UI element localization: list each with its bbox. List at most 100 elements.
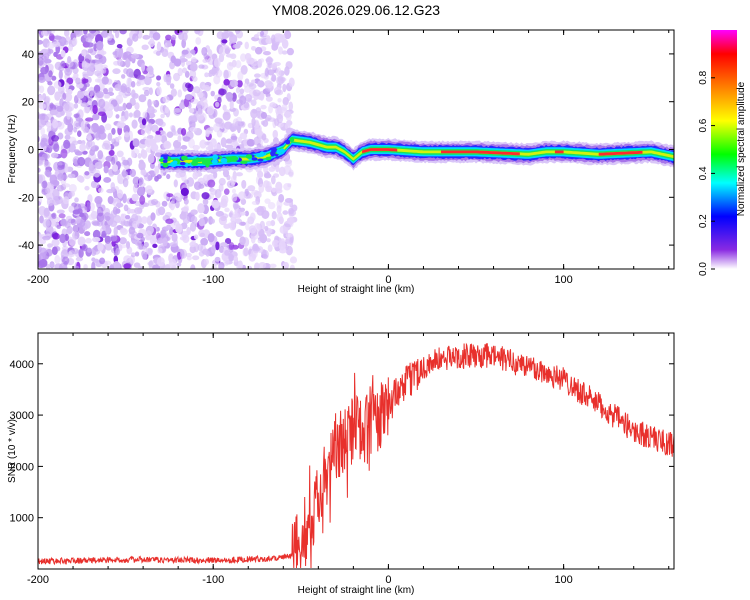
noise-blob [160, 113, 165, 119]
noise-blob [68, 205, 75, 213]
noise-blob [256, 129, 263, 137]
noise-blob [257, 80, 265, 88]
snr-xlabel: Height of straight line (km) [298, 585, 415, 596]
noise-blob [147, 174, 152, 181]
noise-blob [138, 177, 144, 185]
noise-blob [207, 192, 215, 200]
noise-blob [256, 170, 264, 179]
noise-blob [95, 59, 102, 64]
noise-blob [210, 90, 215, 97]
noise-blob [285, 236, 293, 245]
noise-blob [66, 60, 74, 68]
noise-blob [134, 181, 140, 189]
noise-blob [140, 128, 146, 136]
noise-blob [166, 42, 173, 48]
noise-blob [259, 220, 266, 231]
noise-blob [225, 47, 232, 53]
noise-blob [38, 200, 42, 207]
noise-blob [124, 131, 130, 138]
noise-blob [190, 209, 198, 215]
noise-blob [277, 76, 286, 84]
noise-blob [107, 195, 114, 205]
noise-blob [171, 34, 177, 41]
noise-blob [235, 30, 244, 39]
noise-blob [218, 177, 226, 186]
noise-blob [263, 173, 272, 179]
noise-blob [189, 222, 197, 232]
noise-blob [282, 83, 287, 93]
noise-blob [156, 85, 162, 96]
noise-blob [141, 118, 147, 126]
noise-blob [274, 89, 284, 96]
signal-blob [205, 161, 210, 168]
noise-blob [77, 208, 83, 214]
noise-blob [237, 71, 244, 81]
noise-blob [225, 53, 234, 58]
noise-blob [84, 53, 92, 63]
noise-blob [218, 215, 228, 226]
noise-blob [251, 45, 257, 51]
noise-blob [92, 229, 101, 240]
noise-blob [240, 221, 246, 226]
spectrogram-plot-area [38, 30, 674, 269]
noise-blob [214, 101, 220, 108]
noise-blob [50, 30, 56, 35]
noise-blob [125, 87, 131, 94]
noise-blob [64, 103, 70, 111]
noise-blob [271, 239, 280, 248]
noise-blob [115, 247, 120, 256]
noise-blob [134, 207, 143, 215]
noise-blob [262, 50, 271, 56]
noise-blob [51, 212, 57, 220]
noise-blob [289, 264, 295, 269]
noise-blob [213, 57, 221, 68]
noise-blob [96, 219, 104, 227]
noise-blob [71, 248, 79, 255]
noise-blob [117, 173, 123, 183]
noise-blob [60, 148, 68, 159]
noise-blob [218, 246, 225, 253]
noise-blob [112, 260, 121, 269]
noise-blob [51, 238, 60, 247]
noise-blob [271, 62, 278, 70]
noise-blob [180, 127, 187, 136]
noise-blob [99, 257, 106, 265]
noise-blob [59, 98, 64, 107]
noise-blob [131, 213, 139, 223]
noise-blob [107, 132, 113, 142]
noise-blob [161, 48, 169, 58]
noise-blob [192, 171, 199, 180]
noise-blob [131, 150, 136, 158]
noise-blob [264, 117, 270, 122]
snr-y-tick-label: 1000 [10, 513, 34, 525]
noise-blob [64, 82, 70, 90]
colorbar [711, 30, 737, 269]
noise-blob [162, 95, 170, 103]
noise-blob [123, 51, 132, 59]
noise-blob [42, 55, 48, 66]
noise-blob [39, 215, 44, 224]
noise-blob [267, 69, 275, 76]
noise-blob [133, 262, 141, 268]
noise-blob [38, 167, 41, 173]
noise-blob [235, 229, 244, 238]
spectrogram-x-tick-label: -100 [202, 274, 224, 286]
signal-band [160, 138, 674, 163]
noise-blob [121, 74, 126, 79]
noise-blob [129, 168, 137, 178]
noise-blob [233, 255, 239, 263]
noise-blob [72, 37, 78, 47]
spectrogram-x-tick-label: 100 [554, 274, 572, 286]
noise-blob [176, 262, 182, 267]
noise-blob [71, 140, 79, 146]
noise-blob [285, 245, 293, 256]
noise-blob [130, 80, 136, 88]
noise-blob [186, 177, 195, 187]
noise-blob [76, 91, 85, 99]
noise-blob [49, 109, 58, 116]
noise-blob [94, 54, 103, 59]
noise-blob [49, 199, 55, 206]
noise-blob [101, 76, 109, 85]
spectrogram-ylabel: Frequency (Hz) [7, 115, 18, 184]
